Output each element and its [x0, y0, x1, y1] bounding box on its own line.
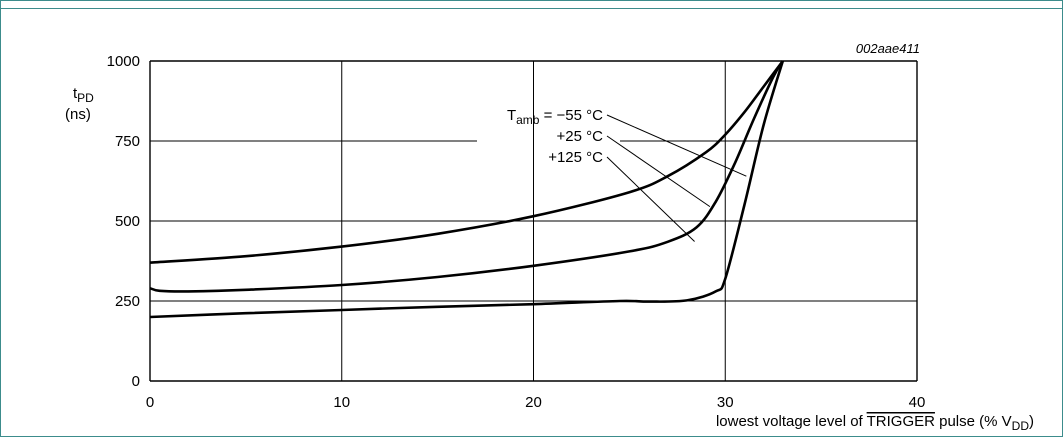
x-axis-label-prefix: lowest voltage level of: [716, 413, 867, 430]
chart-grid: [149, 60, 918, 382]
y-tick-label: 250: [115, 293, 140, 310]
y-tick-label: 0: [132, 373, 140, 390]
y-tick-label: 1000: [107, 53, 140, 70]
x-tick-label: 10: [333, 394, 350, 411]
x-tick-label: 40: [909, 394, 926, 411]
y-axis-label: tPD: [73, 85, 94, 105]
series-line-2: [149, 60, 784, 264]
leader-line-0: [606, 114, 747, 177]
x-tick-label: 20: [525, 394, 542, 411]
chart-annotations: Tamb = −55 °C+25 °C +125 °C: [507, 107, 747, 242]
series-line-0: [149, 60, 785, 319]
y-tick-label: 750: [115, 133, 140, 150]
x-axis-label: lowest voltage level of TRIGGER pulse (%…: [716, 413, 1034, 433]
series-label-0: Tamb = −55 °C: [507, 107, 603, 127]
x-axis-label-sub: DD: [1012, 419, 1030, 433]
series-line-1: [149, 60, 784, 293]
chart-curves: [149, 60, 785, 319]
y-axis-label-sub: PD: [77, 91, 94, 105]
figure-top-border: [0, 0, 1063, 9]
series-label-2: +125 °C: [548, 149, 603, 166]
series-label-1: +25 °C: [557, 128, 604, 145]
leader-line-2: [606, 156, 695, 242]
y-tick-label: 500: [115, 213, 140, 230]
leader-line-1: [606, 135, 711, 208]
figure-id: 002aae411: [856, 41, 920, 56]
x-axis-label-overline: TRIGGER: [867, 413, 936, 430]
chart-ticks: 0 10 20 30 40 0 250 500 750 1000: [107, 53, 926, 411]
x-tick-label: 30: [717, 394, 734, 411]
x-axis-label-suffix: ): [1029, 413, 1034, 430]
y-axis-unit: (ns): [65, 106, 91, 123]
x-axis-label-mid: pulse (% V: [935, 413, 1012, 430]
x-tick-label: 0: [146, 394, 154, 411]
y-axis-label-main: t: [73, 85, 78, 102]
